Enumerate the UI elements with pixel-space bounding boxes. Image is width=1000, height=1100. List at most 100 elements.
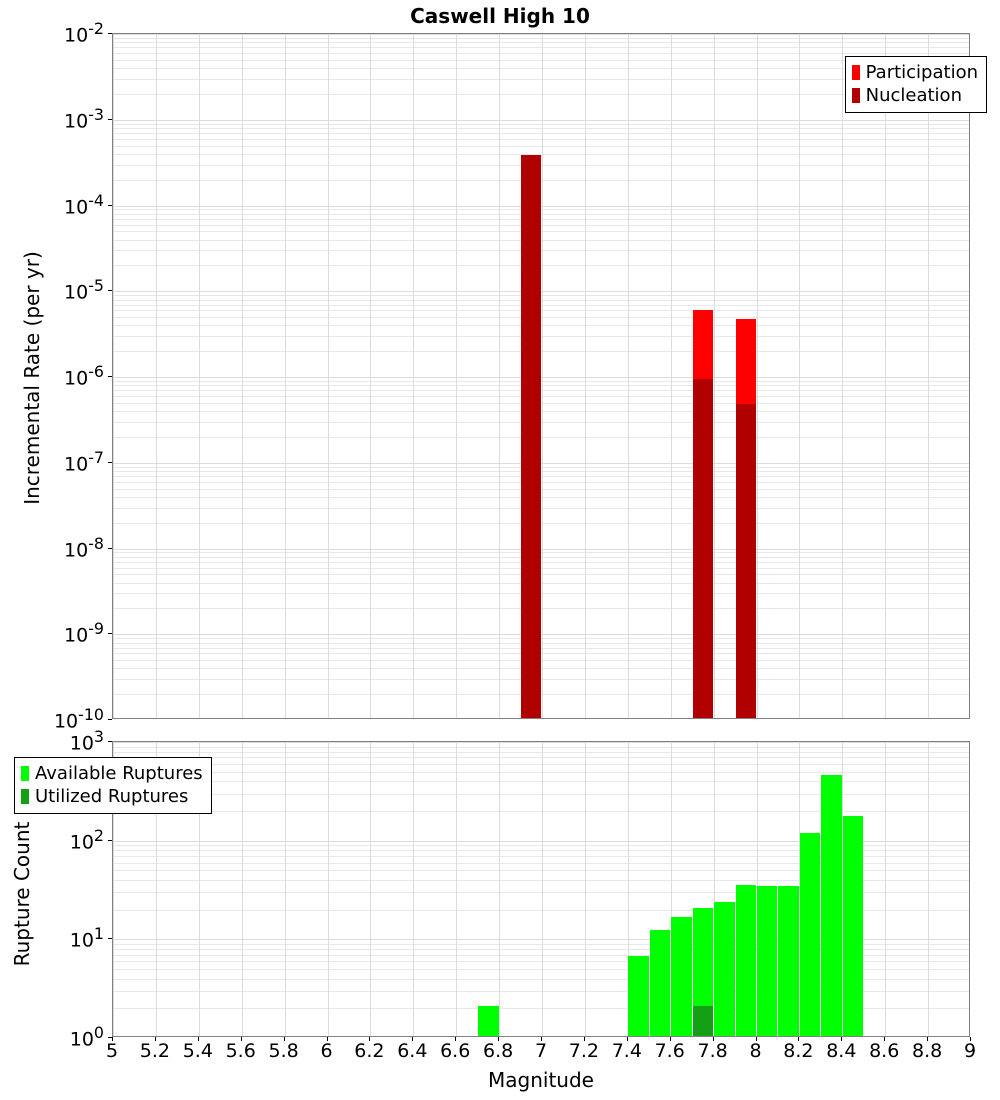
legend-label-available-ruptures: Available Ruptures bbox=[35, 763, 203, 784]
y-tick-label: 101 bbox=[69, 924, 104, 952]
y-tick-label: 10-9 bbox=[64, 619, 104, 647]
gridline-horizontal bbox=[113, 154, 969, 155]
bar-segment bbox=[521, 154, 542, 718]
gridline-horizontal bbox=[113, 863, 969, 864]
x-tickmark bbox=[155, 1037, 156, 1041]
bar bbox=[671, 917, 692, 1036]
bars-bottom bbox=[113, 742, 969, 1036]
y-tickmark bbox=[108, 719, 112, 720]
gridline-horizontal bbox=[113, 53, 969, 54]
y-tickmark bbox=[108, 205, 112, 206]
x-tick-label: 7.2 bbox=[568, 1040, 599, 1062]
gridline-vertical bbox=[199, 34, 200, 718]
bars-top bbox=[113, 34, 969, 718]
x-tickmark bbox=[756, 1037, 757, 1041]
gridline-vertical bbox=[628, 34, 629, 718]
gridline-vertical bbox=[413, 742, 414, 1036]
x-tickmark bbox=[455, 1037, 456, 1041]
gridline-vertical bbox=[714, 34, 715, 718]
bar bbox=[821, 775, 842, 1036]
gridline-horizontal bbox=[113, 79, 969, 80]
legend-item-utilized-ruptures: Utilized Ruptures bbox=[21, 785, 203, 808]
gridline-horizontal bbox=[113, 47, 969, 48]
x-tick-label: 8 bbox=[749, 1040, 762, 1062]
y-tickmark bbox=[108, 376, 112, 377]
gridline-horizontal bbox=[113, 794, 969, 795]
gridline-horizontal bbox=[113, 939, 969, 940]
legend-label-nucleation: Nucleation bbox=[865, 85, 962, 107]
incremental-rate-plot-area bbox=[112, 33, 970, 719]
gridline-horizontal bbox=[113, 870, 969, 871]
x-tickmark bbox=[241, 1037, 242, 1041]
bar bbox=[714, 901, 735, 1036]
gridline-horizontal bbox=[113, 1008, 969, 1009]
y-tick-label: 10-10 bbox=[53, 705, 104, 733]
gridline-vertical bbox=[199, 742, 200, 1036]
gridline-vertical bbox=[499, 742, 500, 1036]
x-tick-label: 9 bbox=[963, 1040, 977, 1062]
y-tick-label: 103 bbox=[69, 727, 104, 755]
x-tick-label: 8.4 bbox=[826, 1040, 857, 1062]
bar bbox=[757, 886, 778, 1036]
y-tickmark bbox=[108, 938, 112, 939]
bar bbox=[778, 886, 799, 1036]
gridline-vertical bbox=[714, 742, 715, 1036]
gridline-vertical bbox=[585, 742, 586, 1036]
gridline-vertical bbox=[499, 34, 500, 718]
bar bbox=[521, 154, 542, 718]
gridline-vertical bbox=[885, 34, 886, 718]
y-tickmark bbox=[108, 462, 112, 463]
gridline-horizontal bbox=[113, 979, 969, 980]
y-tick-label: 10-5 bbox=[64, 276, 104, 304]
gridline-vertical bbox=[628, 742, 629, 1036]
bar-segment bbox=[692, 378, 714, 718]
page-title: Caswell High 10 bbox=[410, 4, 590, 28]
gridline-vertical bbox=[928, 34, 929, 718]
gridline-horizontal bbox=[113, 747, 969, 748]
gridline-horizontal bbox=[113, 38, 969, 39]
bar bbox=[799, 832, 821, 1036]
gridline-vertical bbox=[413, 34, 414, 718]
x-tickmark bbox=[798, 1037, 799, 1041]
gridline-horizontal bbox=[113, 880, 969, 881]
x-tickmark bbox=[541, 1037, 542, 1041]
gridline-horizontal bbox=[113, 845, 969, 846]
y-tick-label: 102 bbox=[69, 825, 104, 853]
y-tick-label: 100 bbox=[69, 1023, 104, 1051]
gridline-vertical bbox=[370, 34, 371, 718]
gridline-vertical bbox=[370, 742, 371, 1036]
gridline-horizontal bbox=[113, 969, 969, 970]
gridline-horizontal bbox=[113, 124, 969, 125]
x-tick-label: 8.2 bbox=[783, 1040, 814, 1062]
x-tick-label: 6.8 bbox=[482, 1040, 514, 1062]
x-tick-label: 8.8 bbox=[911, 1040, 943, 1062]
grid-bottom bbox=[113, 742, 969, 1036]
x-tick-label: 5.6 bbox=[225, 1040, 256, 1062]
gridline-vertical bbox=[842, 34, 843, 718]
y-tickmark bbox=[108, 633, 112, 634]
x-tick-label: 6 bbox=[320, 1040, 333, 1062]
gridline-horizontal bbox=[113, 68, 969, 69]
y-tickmark bbox=[108, 741, 112, 742]
y-tick-label: 10-7 bbox=[64, 447, 104, 476]
legend-label-participation: Participation bbox=[865, 62, 978, 83]
bar bbox=[628, 955, 649, 1036]
x-tick-label: 6.6 bbox=[440, 1040, 471, 1062]
gridline-vertical bbox=[542, 34, 543, 718]
x-tickmark bbox=[841, 1037, 842, 1041]
gridline-horizontal bbox=[113, 781, 969, 782]
gridline-horizontal bbox=[113, 764, 969, 765]
y-tick-label: 10-3 bbox=[64, 104, 104, 133]
gridline-vertical bbox=[285, 742, 286, 1036]
gridline-horizontal bbox=[113, 34, 969, 35]
gridline-horizontal bbox=[113, 752, 969, 753]
y-tick-label: 10-2 bbox=[64, 19, 104, 47]
y-tick-label: 10-6 bbox=[64, 362, 104, 390]
x-tick-label: 7.8 bbox=[697, 1040, 728, 1062]
y-tickmark bbox=[108, 548, 112, 549]
gridline-vertical bbox=[113, 742, 114, 1036]
rupture-count-plot-area bbox=[112, 741, 970, 1037]
x-tickmark bbox=[112, 1037, 113, 1041]
bar bbox=[692, 907, 714, 1036]
gridline-vertical bbox=[156, 742, 157, 1036]
